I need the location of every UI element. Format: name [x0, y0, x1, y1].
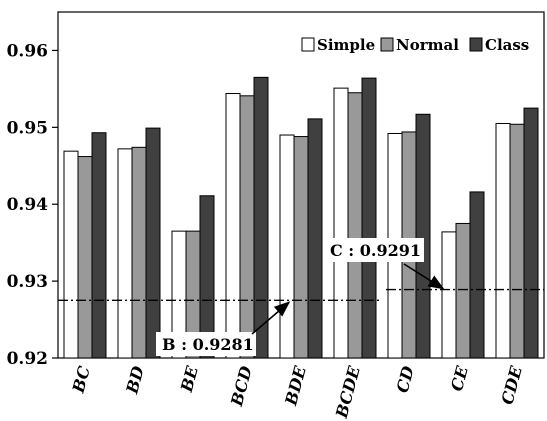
legend-label-simple: Simple: [317, 36, 375, 54]
bar-class-ce: [469, 191, 485, 359]
x-tick-label: BCD: [227, 364, 256, 409]
x-tick-label: CDE: [497, 363, 526, 406]
bar-normal-ce: [455, 222, 471, 359]
bar-class-bde: [307, 118, 323, 359]
bar-class-bd: [145, 127, 161, 359]
bar-class-bcd: [253, 76, 269, 359]
bar-class-cd: [415, 113, 431, 359]
legend-swatch-class: [469, 37, 483, 52]
bar-class-bcde: [361, 77, 377, 359]
legend-swatch-normal: [380, 37, 394, 52]
annotation-b-arrow: [251, 301, 291, 335]
x-tick-label: CE: [447, 363, 472, 393]
y-tick-label: 0.94: [7, 195, 49, 215]
bar-simple-bd: [117, 148, 133, 359]
bar-normal-bc: [77, 156, 93, 359]
x-tick-label: CD: [393, 364, 418, 395]
x-tick-label: BE: [177, 363, 202, 395]
legend-label-class: Class: [485, 36, 529, 54]
annotation-c-arrow: [403, 263, 445, 290]
bar-simple-cde: [495, 122, 511, 359]
bar-normal-bcd: [239, 95, 255, 359]
bar-normal-bcde: [347, 92, 363, 359]
legend-label-normal: Normal: [396, 36, 459, 54]
annotation-c-label: C : 0.9291: [330, 241, 421, 260]
annotation-b-box: [156, 332, 256, 356]
bar-simple-bcde: [333, 87, 349, 359]
x-tick-label: BD: [122, 364, 148, 396]
y-tick-label: 0.92: [7, 349, 48, 369]
bar-class-bc: [91, 132, 107, 359]
bar-normal-bd: [131, 146, 147, 359]
annotation-c-box: [326, 238, 424, 262]
bar-class-cde: [523, 107, 539, 359]
bar-simple-bc: [63, 150, 79, 359]
y-tick-label: 0.95: [7, 118, 48, 138]
legend-swatch-simple: [301, 37, 315, 52]
bar-simple-bde: [279, 134, 295, 359]
bar-normal-bde: [293, 136, 309, 359]
x-tick-label: BC: [68, 364, 94, 396]
bar-class-be: [199, 195, 215, 359]
x-tick-label: BDE: [281, 363, 310, 408]
bar-simple-bcd: [225, 93, 241, 359]
x-tick-label: BCDE: [332, 363, 364, 420]
y-tick-label: 0.93: [7, 272, 48, 292]
bar-normal-cde: [509, 123, 525, 359]
annotation-b-label: B : 0.9281: [162, 335, 254, 354]
bar-simple-ce: [441, 231, 457, 359]
y-tick-label: 0.96: [7, 41, 48, 61]
